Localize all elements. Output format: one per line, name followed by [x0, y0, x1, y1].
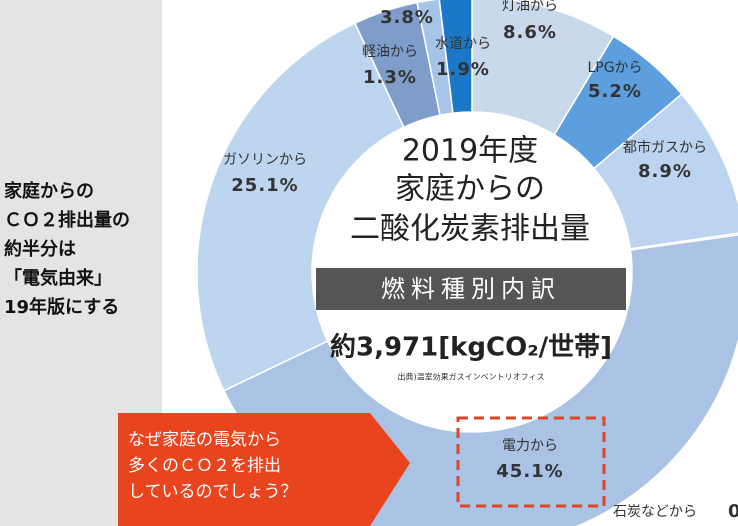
slice-label: 石炭などから	[613, 504, 697, 520]
value-label: 5.2%	[588, 81, 642, 102]
subtitle: 燃料種別内訳	[381, 275, 561, 303]
value-label: 1.9%	[436, 59, 490, 80]
title-line: 家庭からの	[395, 172, 545, 207]
source: 出典)温室効果ガスインベントリオフィス	[398, 372, 545, 382]
slice-label: 水道から	[435, 36, 491, 52]
sidebar-line: 「電気由来」	[4, 267, 112, 289]
value-label: 45.1%	[496, 461, 563, 482]
title-line: 2019年度	[402, 134, 538, 169]
slice-label: 灯油から	[502, 0, 558, 14]
title-line: 二酸化炭素排出量	[350, 212, 590, 247]
value-label: 8.6%	[503, 22, 557, 43]
highlight-box	[456, 416, 606, 508]
callout-line: なぜ家庭の電気から	[128, 430, 281, 450]
slice-label: 都市ガスから	[623, 139, 707, 156]
value-label: 8.9%	[638, 161, 692, 182]
sidebar-line: 家庭からの	[4, 180, 94, 202]
sidebar-line: 約半分は	[4, 238, 76, 260]
callout-line: 多くのＣＯ２を排出	[128, 456, 281, 476]
total: 約3,971[kgCO₂/世帯]	[330, 332, 612, 363]
sidebar-line: ＣＯ２排出量の	[4, 209, 130, 231]
sidebar-line: 19年版にする	[4, 296, 119, 318]
slice-label: 軽油から	[362, 44, 418, 60]
value-label: 3.8%	[380, 7, 434, 28]
slice-label: LPGから	[587, 60, 642, 76]
value-label: 25.1%	[231, 175, 298, 196]
value-label: 1.3%	[363, 67, 417, 88]
subtitle-band	[316, 268, 626, 310]
callout-line: しているのでしょう？	[128, 482, 298, 502]
slice-label: ガソリンから	[223, 152, 307, 168]
callout-box	[118, 413, 410, 526]
value-label: 0.1%	[728, 501, 738, 522]
slice-label: 電力から	[502, 438, 558, 454]
